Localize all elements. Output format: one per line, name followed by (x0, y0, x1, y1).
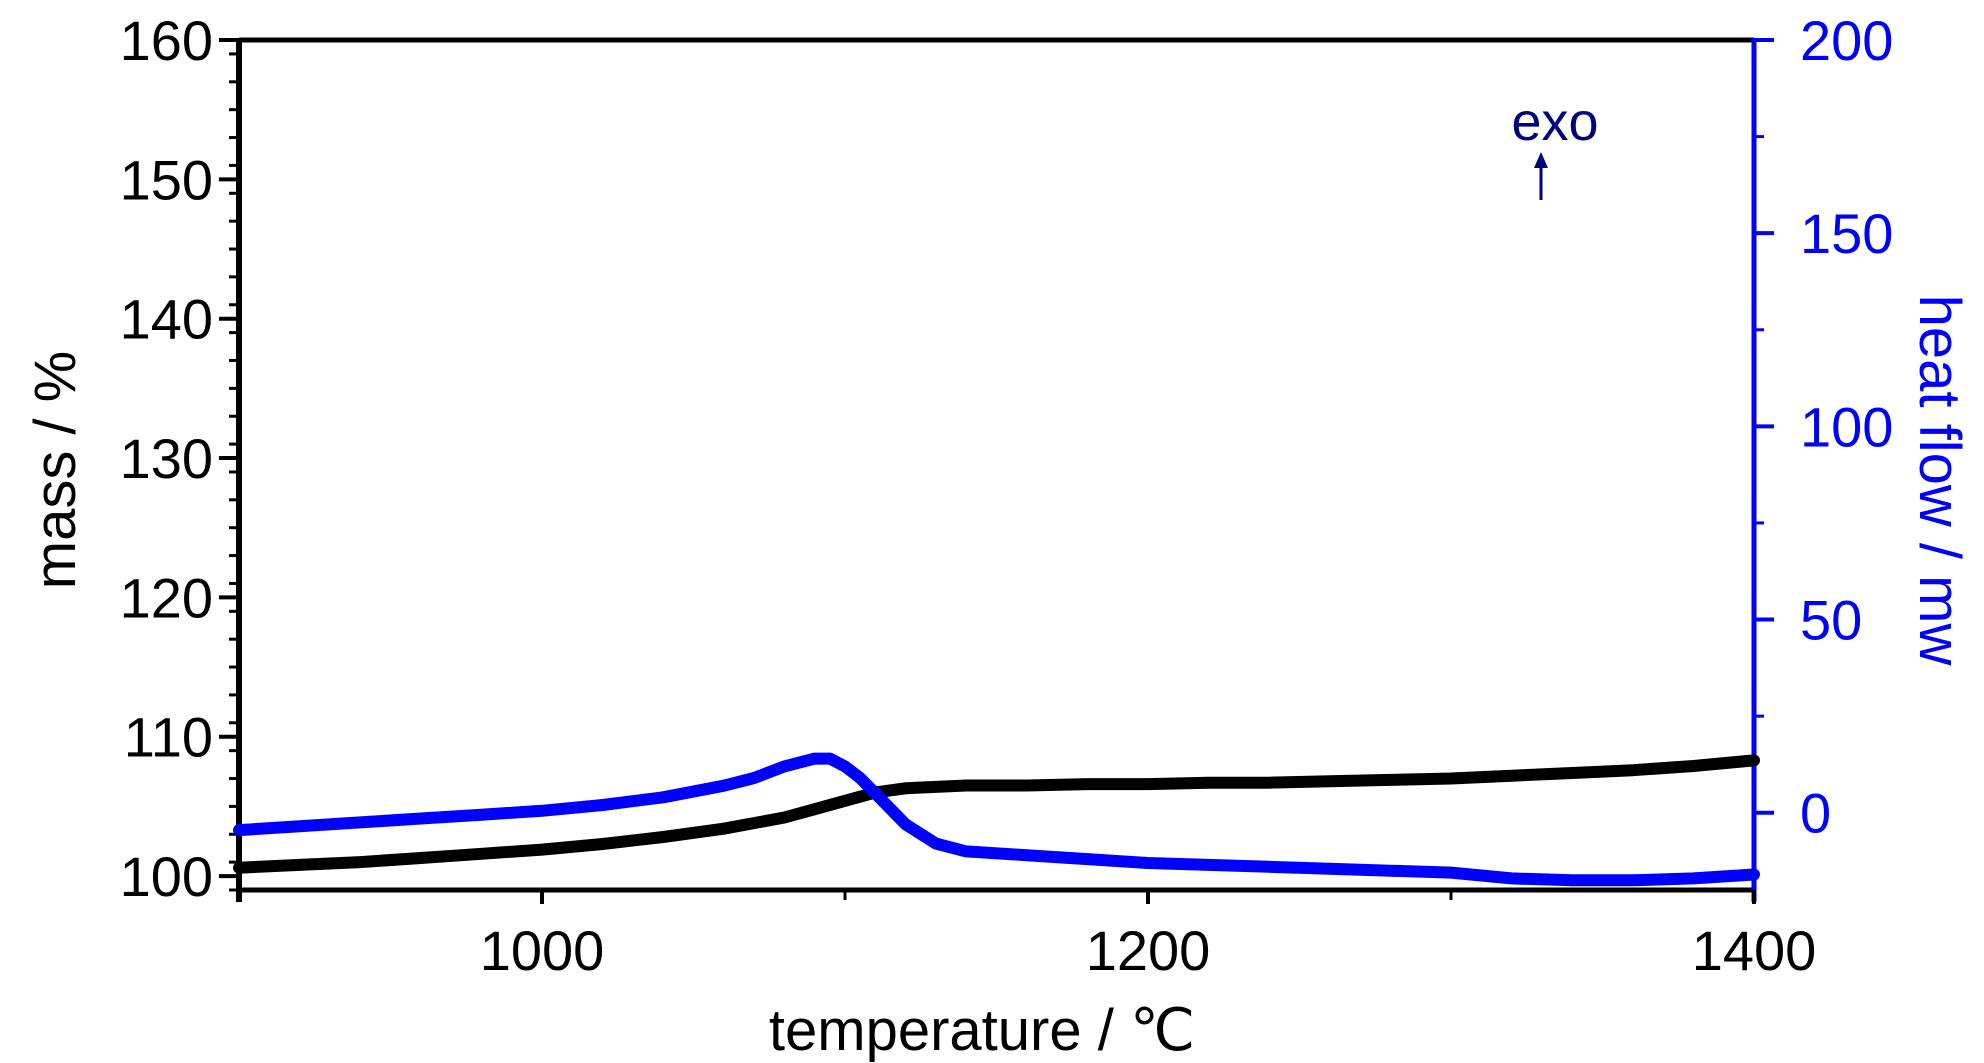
bottom-tick-label: 1400 (1692, 919, 1817, 982)
left-tick-label: 140 (120, 288, 213, 351)
series-layer (233, 752, 1760, 887)
x-axis-title: temperature / ℃ (769, 998, 1195, 1063)
left-tick-label: 110 (124, 706, 213, 769)
left-y-axis-title: mass / % (23, 351, 88, 590)
bottom-tick-label: 1000 (480, 919, 605, 982)
right-y-axis-title: heat flow / mw (1907, 295, 1972, 667)
right-tick-label: 200 (1800, 9, 1893, 72)
exo-arrow-icon (1534, 152, 1548, 200)
left-tick-label: 100 (120, 845, 213, 908)
right-tick-label: 0 (1800, 782, 1831, 845)
right-tick-label: 150 (1800, 202, 1893, 265)
left-tick-label: 150 (120, 148, 213, 211)
left-tick-label: 120 (120, 566, 213, 629)
exo-annotation: exo (1511, 92, 1598, 152)
right-tick-label: 50 (1800, 589, 1862, 652)
left-tick-label: 130 (120, 427, 213, 490)
right-tick-label: 100 (1800, 395, 1893, 458)
left-tick-label: 160 (120, 9, 213, 72)
heat-flow-line (233, 752, 1760, 887)
bottom-tick-label: 1200 (1086, 919, 1211, 982)
bottom-axis-ticks: 1000 1200 1400 (237, 890, 1817, 982)
mass-line (233, 754, 1760, 874)
right-axis-ticks: 0 50 100 150 200 (1754, 9, 1893, 845)
left-axis-ticks: 100 110 120 130 140 150 160 (120, 9, 239, 908)
